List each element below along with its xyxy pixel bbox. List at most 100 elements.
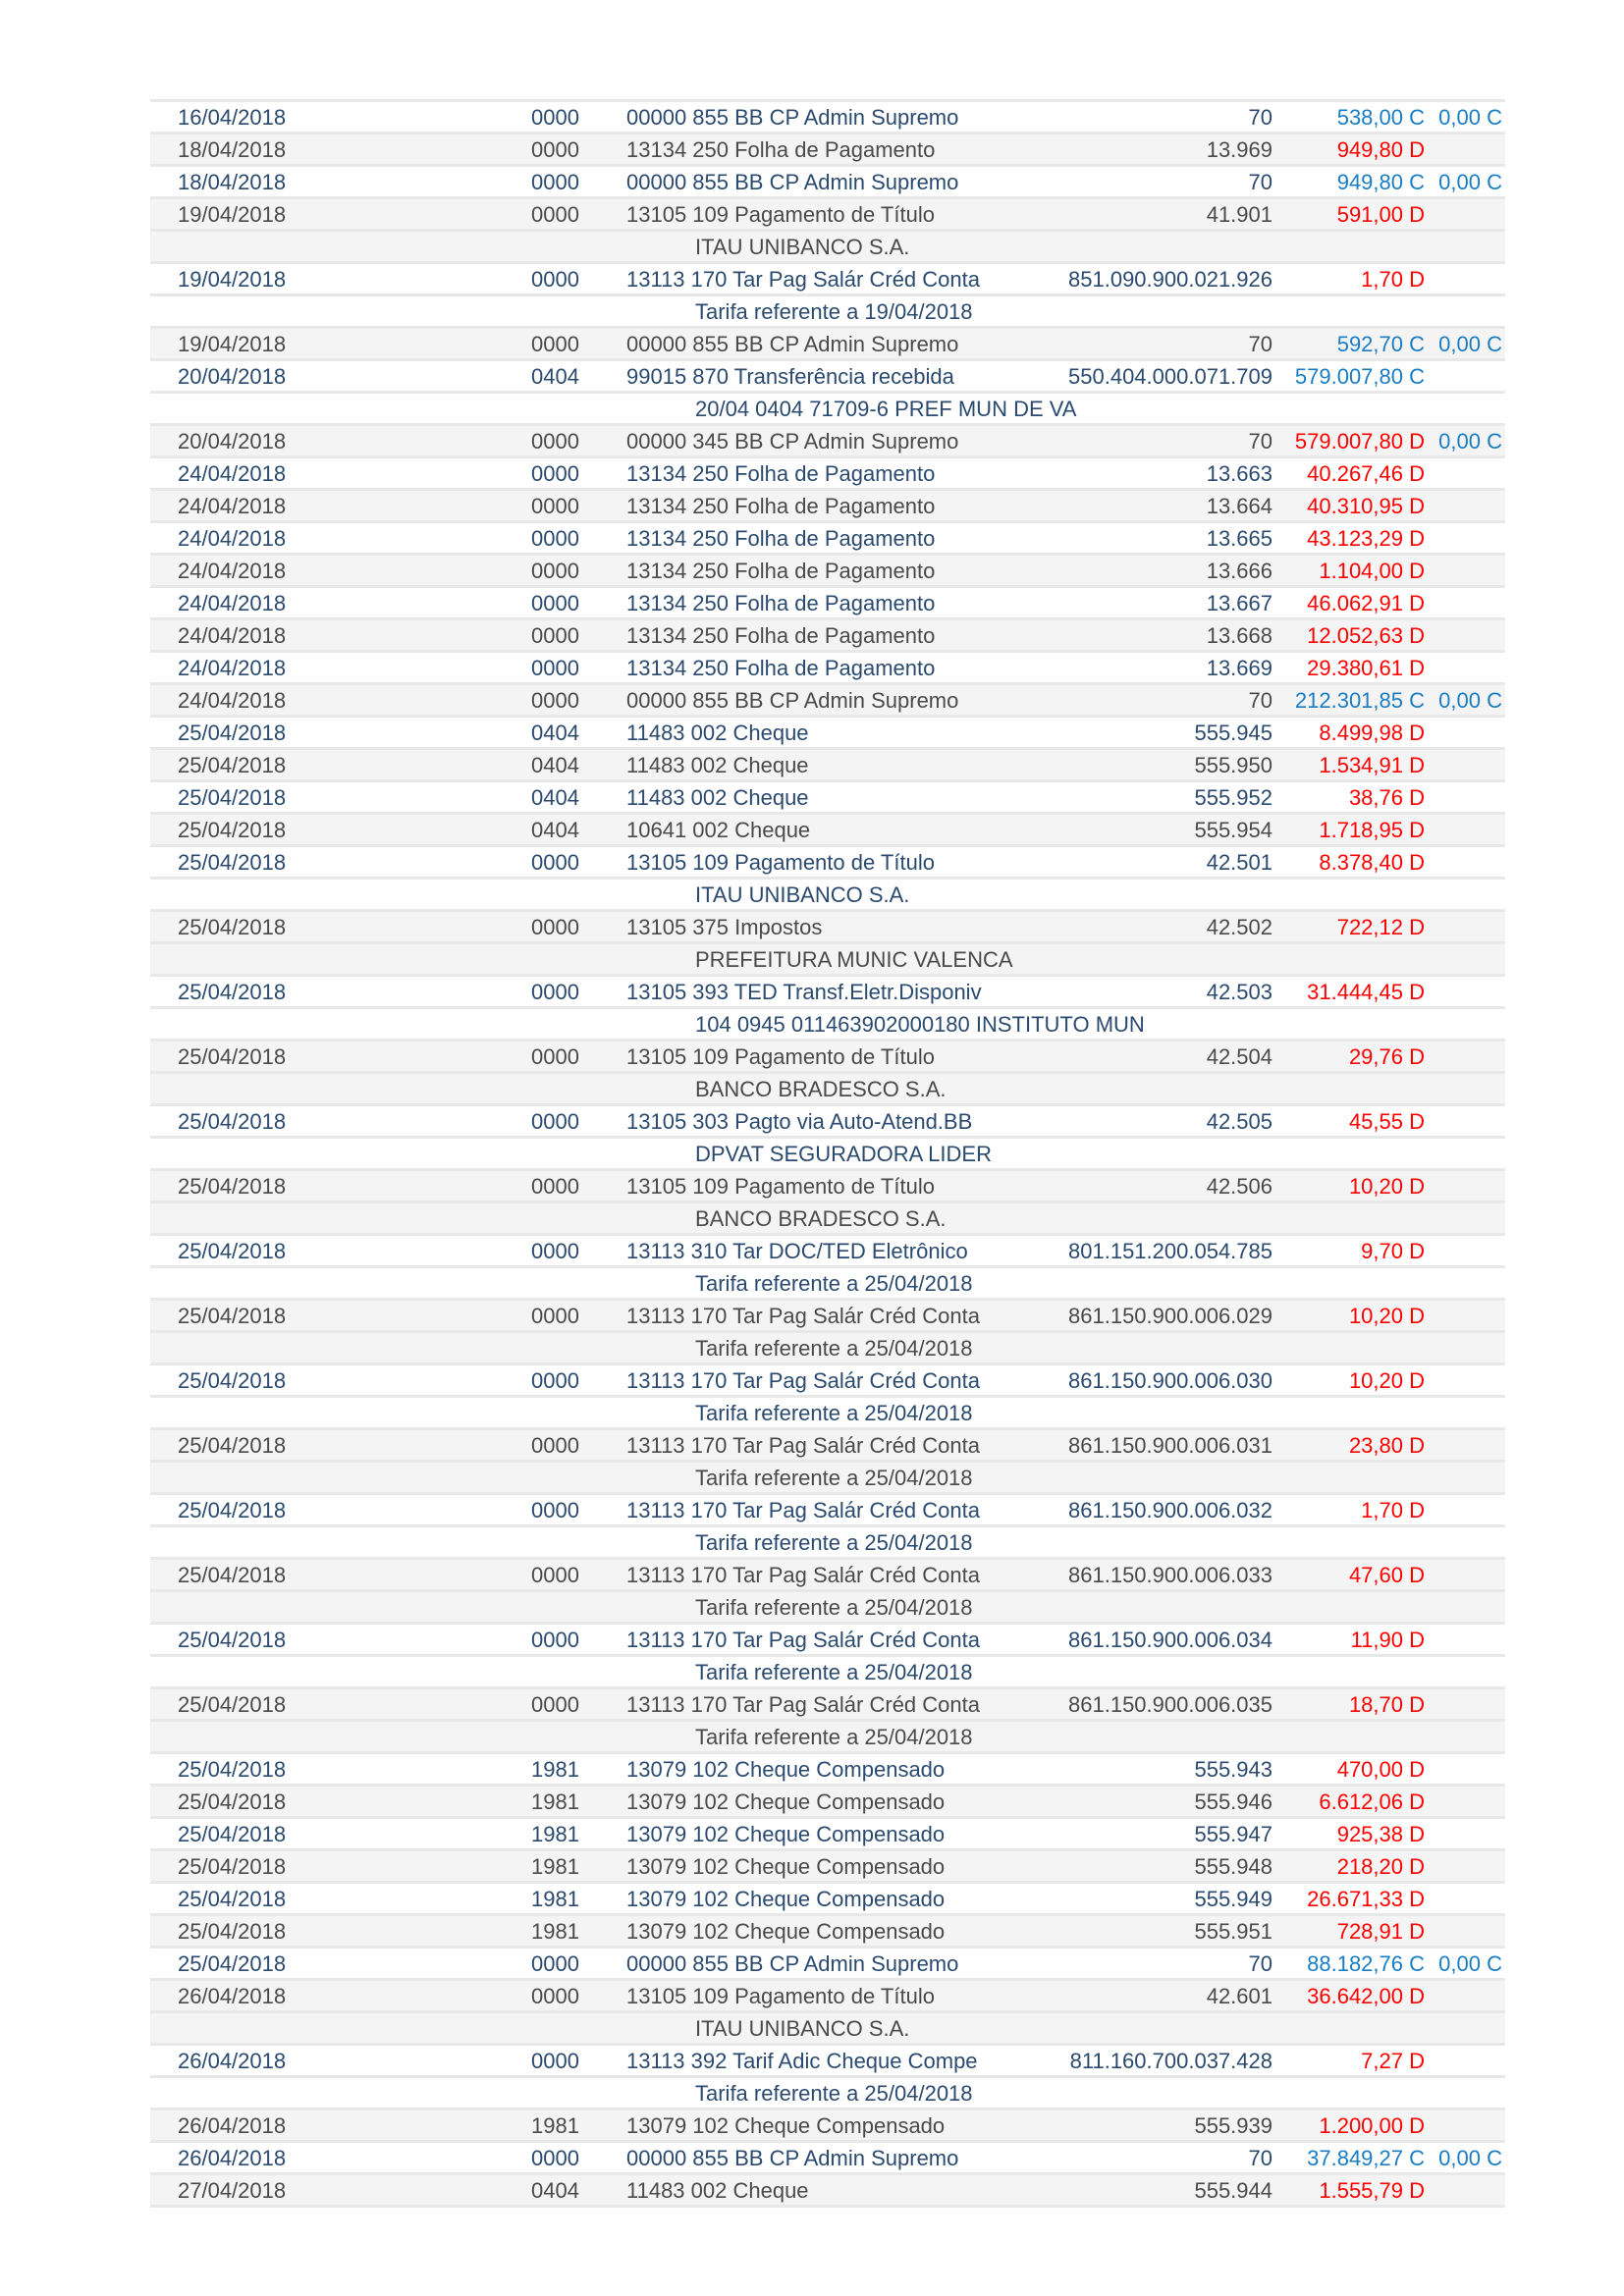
document-number-cell: 70 [1248, 2146, 1272, 2170]
transaction-detail-row: ITAU UNIBANCO S.A. [150, 877, 1505, 909]
agency-cell: 1981 [531, 2113, 579, 2138]
description-cell: 99015 870 Transferência recebida [626, 364, 954, 389]
date-cell: 25/04/2018 [178, 850, 287, 875]
description-cell: 13079 102 Cheque Compensado [626, 1854, 946, 1879]
transaction-detail-row: PREFEITURA MUNIC VALENCA [150, 941, 1505, 974]
balance-cell: 0,00 C [1438, 2146, 1502, 2170]
agency-cell: 0000 [531, 1951, 579, 1976]
date-cell: 25/04/2018 [178, 1368, 287, 1393]
detail-text: 20/04 0404 71709-6 PREF MUN DE VA [695, 397, 1077, 421]
value-cell: 470,00 D [1336, 1757, 1425, 1782]
transaction-row: 25/04/2018 0000 13105 303 Pagto via Auto-A… [150, 1103, 1505, 1136]
transaction-detail-row: Tarifa referente a 25/04/2018 [150, 1524, 1505, 1557]
agency-cell: 0000 [531, 559, 579, 583]
description-cell: 13113 170 Tar Pag Salár Créd Conta [626, 1628, 980, 1652]
document-number-cell: 13.669 [1206, 656, 1272, 680]
agency-cell: 1981 [531, 1789, 579, 1814]
transaction-detail-row: Tarifa referente a 25/04/2018 [150, 2075, 1505, 2108]
transaction-row: 19/04/2018 0000 13113 170 Tar Pag Salár Cr… [150, 261, 1505, 294]
agency-cell: 0000 [531, 656, 579, 680]
document-number-cell: 42.502 [1206, 915, 1272, 939]
balance-cell: 0,00 C [1438, 688, 1502, 713]
agency-cell: 0000 [531, 202, 579, 227]
document-number-cell: 861.150.900.006.034 [1068, 1628, 1272, 1652]
value-cell: 1.718,95 D [1319, 818, 1425, 842]
transaction-detail-row: ITAU UNIBANCO S.A. [150, 2010, 1505, 2043]
detail-text: Tarifa referente a 25/04/2018 [695, 1401, 973, 1425]
document-number-cell: 555.954 [1194, 818, 1272, 842]
agency-cell: 1981 [531, 1822, 579, 1846]
description-cell: 13079 102 Cheque Compensado [626, 1919, 946, 1944]
value-cell: 579.007,80 D [1294, 429, 1425, 454]
transaction-row: 25/04/2018 0000 00000 855 BB CP Admin Supr… [150, 1946, 1505, 1978]
agency-cell: 0404 [531, 2178, 579, 2203]
transaction-row: 18/04/2018 0000 13134 250 Folha de Pagamen… [150, 132, 1505, 164]
transaction-row: 25/04/2018 0000 13113 170 Tar Pag Salár Cr… [150, 1686, 1505, 1719]
description-cell: 13113 170 Tar Pag Salár Créd Conta [626, 1563, 980, 1587]
transaction-row: 25/04/2018 1981 13079 102 Cheque Compensad… [150, 1751, 1505, 1784]
transaction-row: 18/04/2018 0000 00000 855 BB CP Admin Supr… [150, 164, 1505, 196]
date-cell: 27/04/2018 [178, 2178, 287, 2203]
description-cell: 13105 303 Pagto via Auto-Atend.BB [626, 1109, 973, 1134]
description-cell: 11483 002 Cheque [626, 785, 809, 810]
transaction-row: 24/04/2018 0000 13134 250 Folha de Pagamen… [150, 585, 1505, 617]
date-cell: 25/04/2018 [178, 980, 287, 1004]
value-cell: 10,20 D [1348, 1368, 1425, 1393]
document-number-cell: 861.150.900.006.031 [1068, 1433, 1272, 1458]
date-cell: 24/04/2018 [178, 656, 287, 680]
date-cell: 19/04/2018 [178, 332, 287, 356]
description-cell: 11483 002 Cheque [626, 2178, 809, 2203]
document-number-cell: 555.950 [1194, 753, 1272, 777]
date-cell: 24/04/2018 [178, 688, 287, 713]
document-number-cell: 70 [1248, 170, 1272, 194]
value-cell: 40.267,46 D [1307, 461, 1425, 486]
transaction-row: 24/04/2018 0000 13134 250 Folha de Pagamen… [150, 488, 1505, 520]
transaction-row: 25/04/2018 0000 13105 109 Pagamento de Tít… [150, 844, 1505, 877]
detail-text: ITAU UNIBANCO S.A. [695, 2016, 910, 2041]
value-cell: 7,27 D [1361, 2049, 1425, 2073]
agency-cell: 0000 [531, 429, 579, 454]
transaction-row: 25/04/2018 0404 10641 002 Cheque 555.954 1.7… [150, 812, 1505, 844]
document-number-cell: 70 [1248, 332, 1272, 356]
balance-cell: 0,00 C [1438, 170, 1502, 194]
date-cell: 18/04/2018 [178, 137, 287, 162]
description-cell: 13079 102 Cheque Compensado [626, 2113, 946, 2138]
value-cell: 46.062,91 D [1307, 591, 1425, 615]
agency-cell: 0000 [531, 2049, 579, 2073]
value-cell: 1.534,91 D [1319, 753, 1425, 777]
transaction-row: 25/04/2018 1981 13079 102 Cheque Compensad… [150, 1784, 1505, 1816]
balance-cell: 0,00 C [1438, 1951, 1502, 1976]
document-number-cell: 550.404.000.071.709 [1068, 364, 1272, 389]
balance-cell: 0,00 C [1438, 332, 1502, 356]
transaction-detail-row: DPVAT SEGURADORA LIDER [150, 1136, 1505, 1168]
agency-cell: 0000 [531, 1368, 579, 1393]
document-number-cell: 555.945 [1194, 721, 1272, 745]
transaction-row: 25/04/2018 0000 13105 393 TED Transf.Eletr… [150, 974, 1505, 1006]
value-cell: 949,80 D [1336, 137, 1425, 162]
transaction-row: 24/04/2018 0000 13134 250 Folha de Pagamen… [150, 553, 1505, 585]
description-cell: 13105 109 Pagamento de Título [626, 850, 935, 875]
agency-cell: 0000 [531, 1563, 579, 1587]
transaction-detail-row: Tarifa referente a 25/04/2018 [150, 1395, 1505, 1427]
agency-cell: 0000 [531, 1174, 579, 1199]
value-cell: 6.612,06 D [1319, 1789, 1425, 1814]
document-number-cell: 555.948 [1194, 1854, 1272, 1879]
date-cell: 26/04/2018 [178, 1984, 287, 2008]
agency-cell: 0000 [531, 980, 579, 1004]
transaction-detail-row: 104 0945 011463902000180 INSTITUTO MUN [150, 1006, 1505, 1039]
transaction-row: 25/04/2018 0000 13113 170 Tar Pag Salár Cr… [150, 1298, 1505, 1330]
balance-cell: 0,00 C [1438, 105, 1502, 130]
agency-cell: 0000 [531, 2146, 579, 2170]
document-number-cell: 42.503 [1206, 980, 1272, 1004]
description-cell: 13113 170 Tar Pag Salár Créd Conta [626, 1433, 980, 1458]
description-cell: 10641 002 Cheque [626, 818, 811, 842]
value-cell: 8.378,40 D [1319, 850, 1425, 875]
description-cell: 13079 102 Cheque Compensado [626, 1822, 946, 1846]
date-cell: 25/04/2018 [178, 1919, 287, 1944]
value-cell: 1,70 D [1361, 267, 1425, 292]
description-cell: 13105 375 Impostos [626, 915, 823, 939]
detail-text: Tarifa referente a 25/04/2018 [695, 1660, 973, 1684]
agency-cell: 0000 [531, 526, 579, 551]
document-number-cell: 811.160.700.037.428 [1069, 2049, 1272, 2073]
value-cell: 43.123,29 D [1307, 526, 1425, 551]
